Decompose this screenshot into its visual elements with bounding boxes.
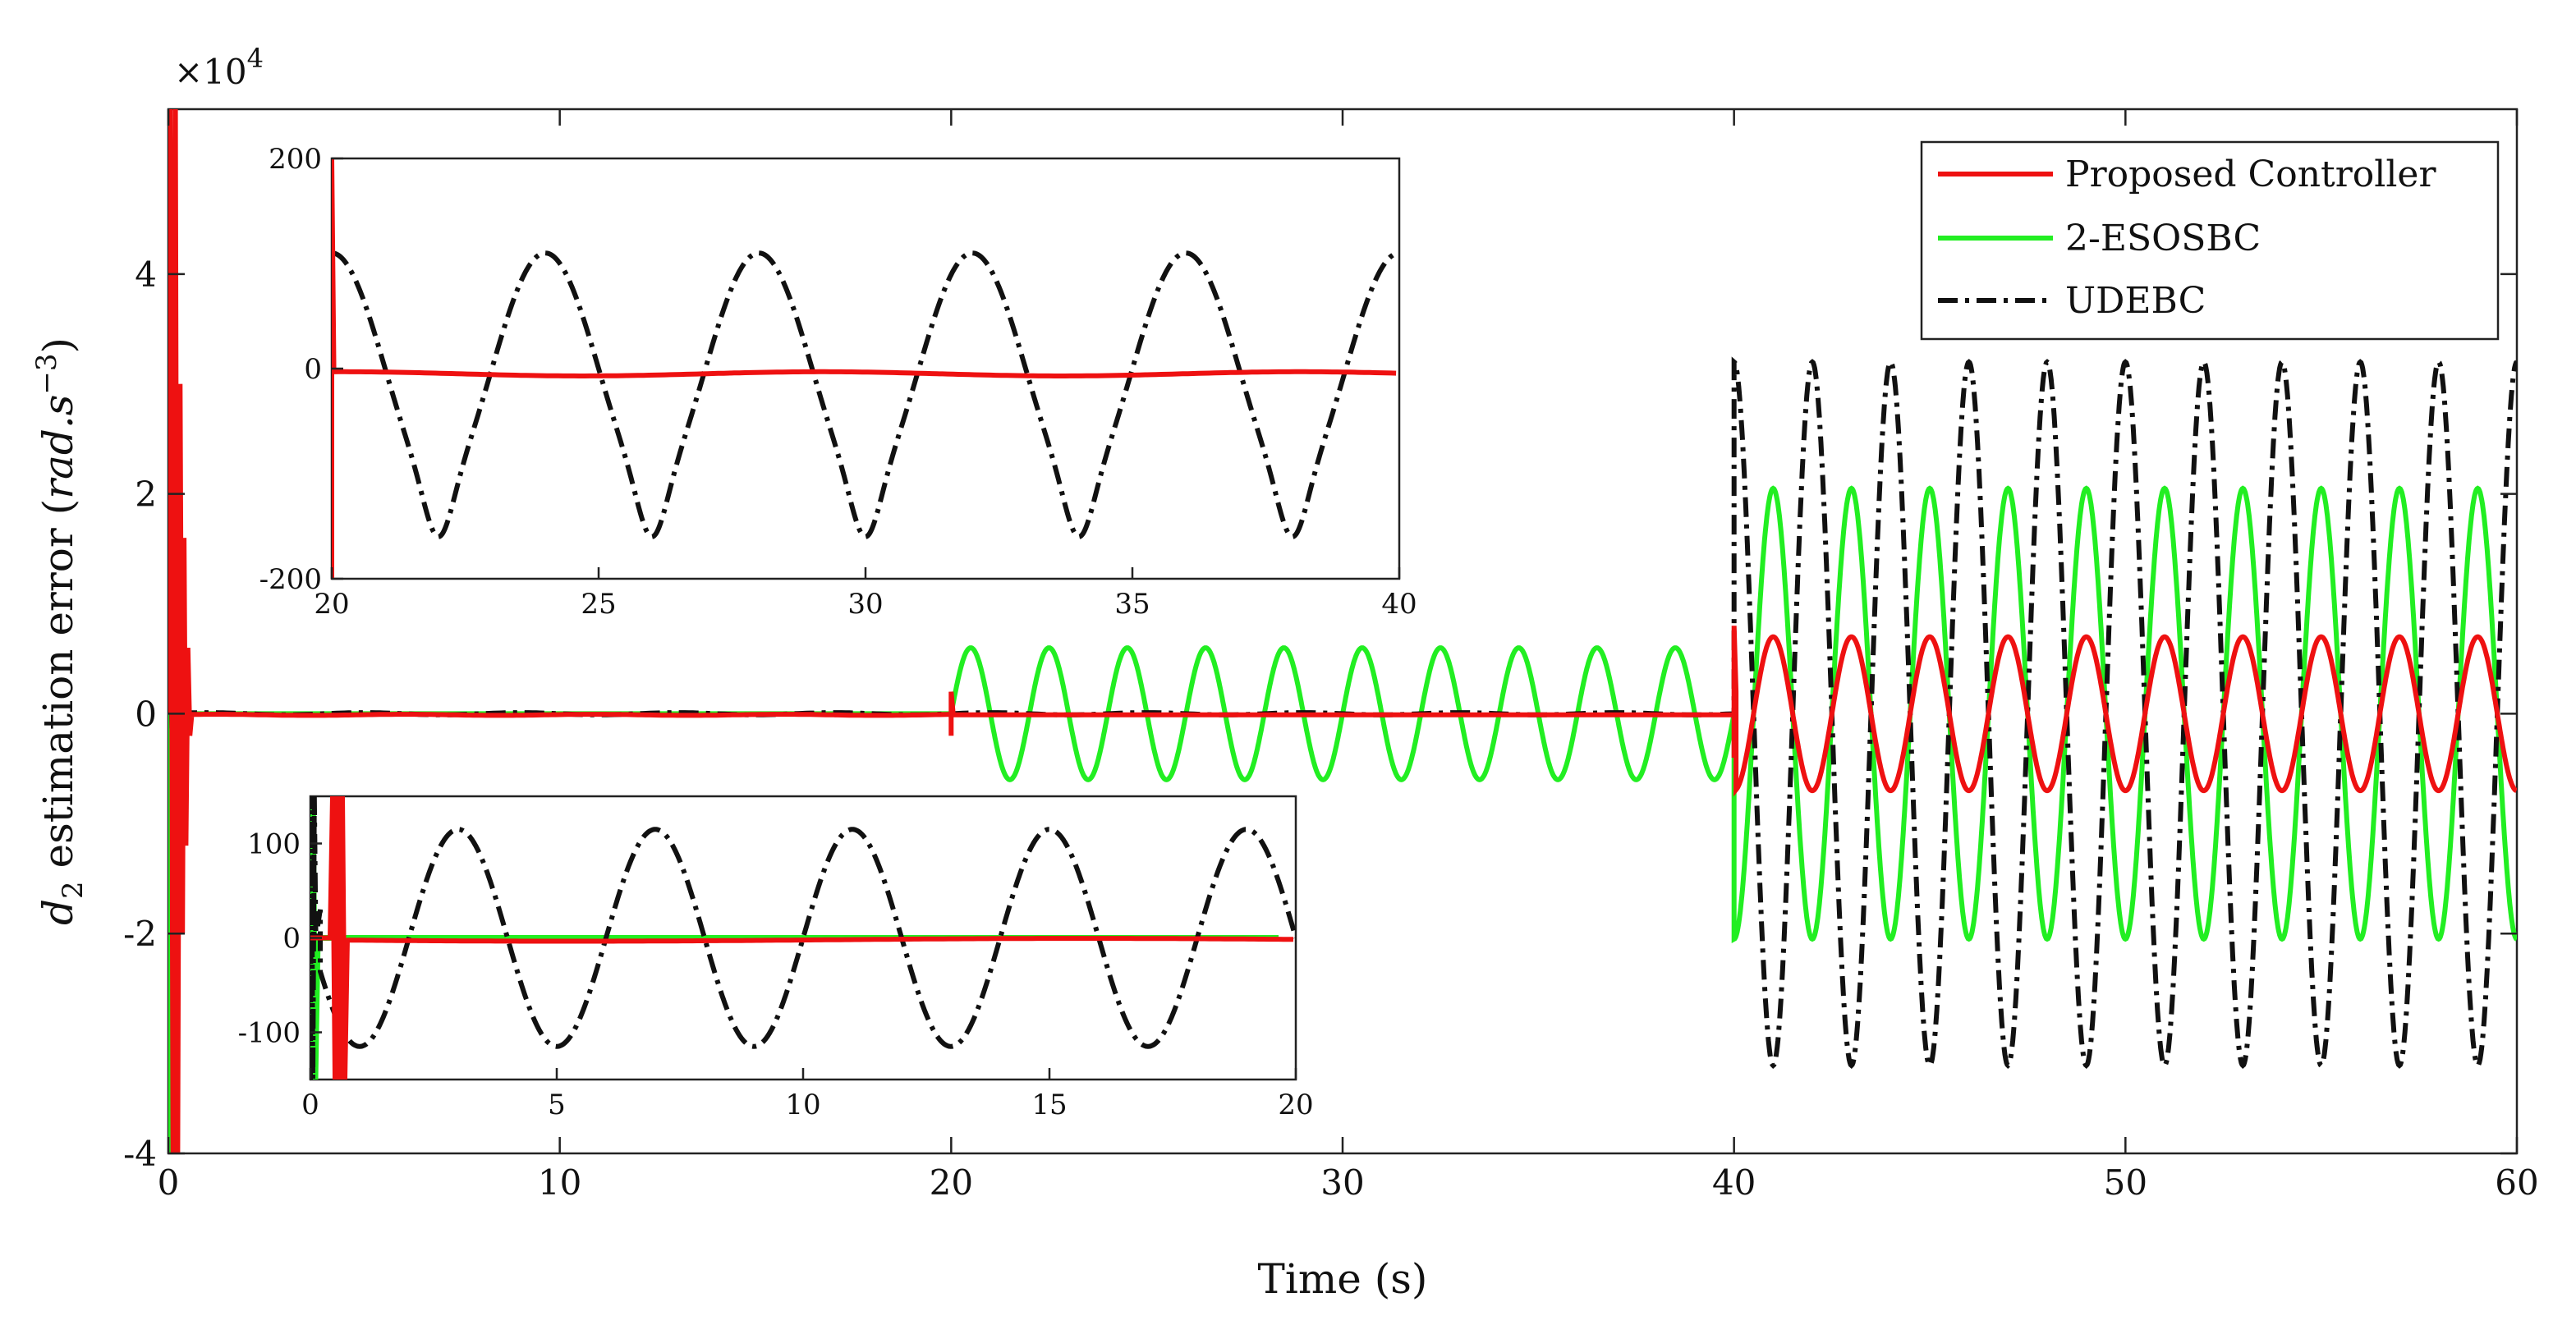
x-tick-label: 0: [158, 1162, 180, 1203]
x-tick-label: 50: [2104, 1162, 2147, 1203]
x-tick-label: 10: [538, 1162, 581, 1203]
x-tick-label: 30: [1320, 1162, 1364, 1203]
x-axis-label: Time (s): [1258, 1255, 1428, 1303]
x-tick-label: 40: [1381, 588, 1417, 621]
inset-top-line-proposed-controller: [332, 158, 1397, 579]
x-tick-label: 60: [2495, 1162, 2538, 1203]
inset-top-background: [330, 157, 1401, 580]
y-tick-label: -100: [238, 1017, 301, 1050]
x-tick-label: 20: [314, 588, 349, 621]
inset-bottom-line-udebc: [310, 796, 1296, 1080]
y-tick-label: 4: [135, 254, 157, 295]
x-tick-label: 10: [785, 1089, 820, 1121]
y-tick-label: 200: [269, 143, 322, 176]
legend-label-2-esosbc: 2-ESOSBC: [2065, 218, 2261, 259]
legend-item-udebc: UDEBC: [1938, 280, 2206, 322]
y-axis-multiplier: ×104: [174, 43, 264, 92]
x-tick-label: 35: [1114, 588, 1150, 621]
y-tick-label: 2: [135, 474, 157, 515]
x-tick-label: 0: [301, 1089, 319, 1121]
inset-top-ticks: 20 25 30 35 40 -200 0 200: [259, 143, 1417, 621]
y-tick-label: 0: [135, 694, 157, 734]
x-tick-label: 20: [930, 1162, 973, 1203]
x-tick-label: 25: [581, 588, 616, 621]
legend-item-proposed-controller: Proposed Controller: [1938, 154, 2436, 195]
y-tick-label: -200: [259, 563, 322, 596]
y-tick-label: -4: [123, 1134, 157, 1174]
x-tick-label: 15: [1031, 1089, 1067, 1121]
inset-top: 20 25 30 35 40 -200 0 200: [259, 143, 1417, 621]
main-series: [168, 109, 2517, 1153]
legend-label-udebc: UDEBC: [2065, 280, 2206, 322]
legend: Proposed Controller 2-ESOSBC UDEBC: [1920, 140, 2500, 341]
y-tick-label: -2: [123, 914, 157, 954]
y-tick-label: 0: [304, 353, 322, 386]
series-line-2-esosbc: [168, 485, 2517, 1153]
inset-top-line-udebc: [332, 250, 1399, 539]
legend-label-proposed-controller: Proposed Controller: [2065, 154, 2436, 195]
x-tick-label: 20: [1278, 1089, 1313, 1121]
series-line-proposed-controller: [168, 109, 2517, 1153]
y-tick-label: 0: [282, 923, 301, 956]
inset-bottom-line-proposed-controller: [310, 796, 1294, 1080]
inset-bottom-ticks: 0 5 10 15 20 -100 0 100: [238, 828, 1314, 1122]
inset-bottom: 0 5 10 15 20 -100 0 100: [238, 795, 1314, 1122]
y-tick-label: 100: [247, 828, 301, 861]
x-tick-label: 30: [847, 588, 883, 621]
x-tick-label: 5: [548, 1089, 566, 1121]
legend-item-2-esosbc: 2-ESOSBC: [1938, 218, 2261, 259]
y-axis-label: d2 estimation error (rad.s−3): [30, 337, 90, 925]
x-tick-label: 40: [1712, 1162, 1756, 1203]
